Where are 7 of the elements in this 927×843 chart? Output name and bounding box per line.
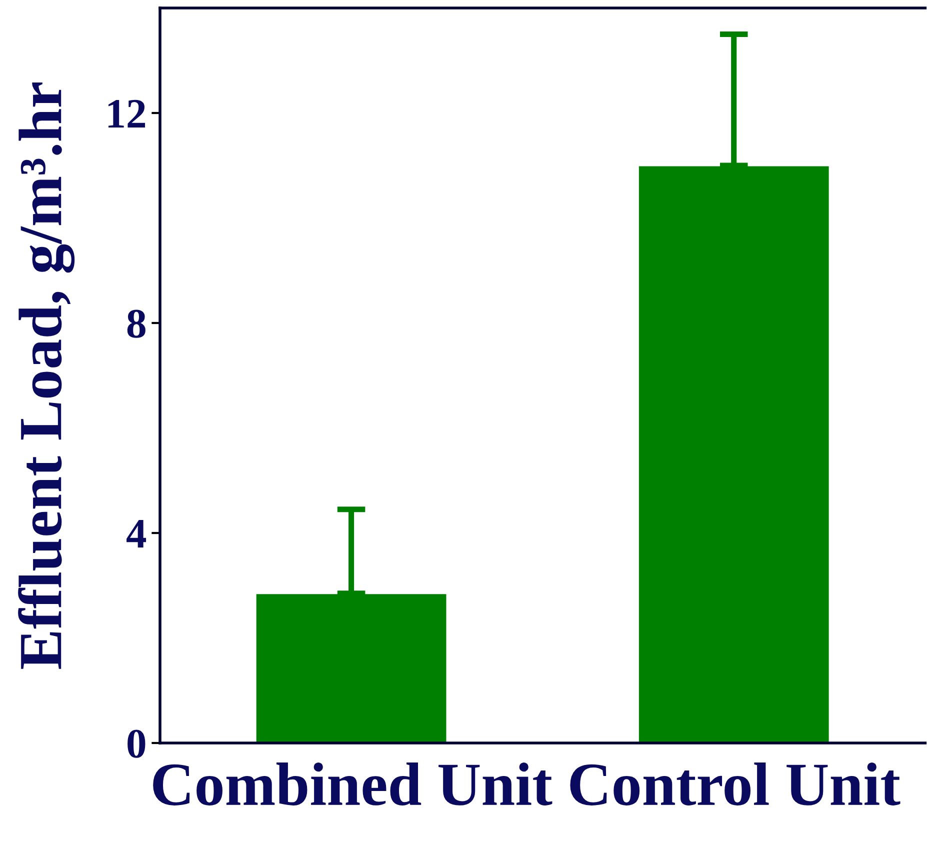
y-tick-label: 12	[108, 100, 146, 128]
y-tick-label: 8	[127, 310, 146, 338]
y-tick-label: 0	[128, 730, 146, 758]
x-tick-label: Control Unit	[570, 762, 900, 806]
x-tick-label: Combined Unit	[153, 762, 552, 806]
y-tick-label: 4	[126, 520, 146, 548]
y-axis-title: Effluent Load, g/m³.hr	[18, 82, 75, 669]
